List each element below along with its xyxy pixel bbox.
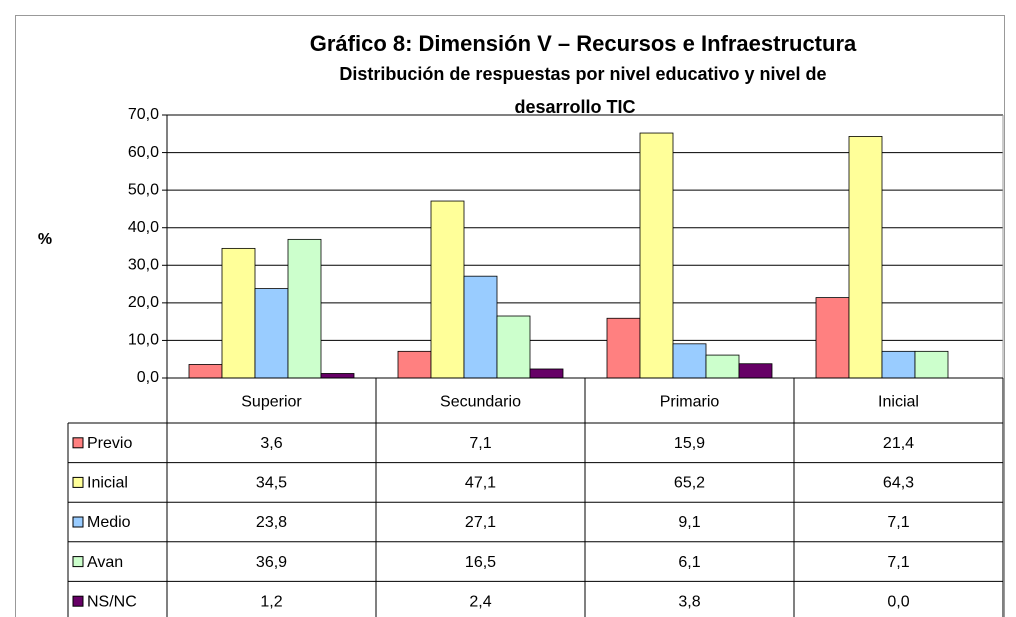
bar	[914, 350, 949, 379]
chart-subtitle: Distribución de respuestas por nivel edu…	[339, 64, 826, 84]
y-tick-label: 60,0	[128, 144, 159, 161]
y-tick-label: 0,0	[137, 369, 159, 386]
bar	[672, 343, 707, 379]
y-tick-label: 20,0	[128, 294, 159, 311]
y-tick-label: 30,0	[128, 257, 159, 274]
bar	[397, 350, 432, 379]
legend-key	[72, 437, 84, 449]
data-table-value: 0,0	[887, 593, 909, 610]
legend-key	[72, 556, 84, 568]
bar	[738, 363, 773, 379]
legend-label: NS/NC	[87, 593, 137, 610]
legend-key	[72, 595, 84, 607]
bar	[529, 368, 564, 379]
bar	[881, 350, 916, 379]
data-table-value: 2,4	[469, 593, 491, 610]
data-table-value: 6,1	[678, 554, 700, 571]
legend-label: Avan	[87, 554, 123, 571]
y-tick-label: 70,0	[128, 106, 159, 123]
bar	[320, 373, 355, 379]
data-table-value: 21,4	[883, 435, 914, 452]
chart-title: Gráfico 8: Dimensión V – Recursos e Infr…	[310, 31, 857, 56]
data-table-value: 1,2	[260, 593, 282, 610]
data-table-value: 65,2	[674, 475, 705, 492]
bar	[254, 288, 289, 379]
bar	[848, 136, 883, 379]
y-tick-label: 10,0	[128, 332, 159, 349]
x-tick-label: Inicial	[878, 394, 919, 411]
chart-frame	[15, 15, 1005, 617]
y-tick-label: 50,0	[128, 181, 159, 198]
bar	[639, 132, 674, 379]
legend-key	[72, 516, 84, 528]
bar	[188, 364, 223, 379]
chart-subtitle: desarrollo TIC	[514, 97, 635, 117]
x-tick-label: Primario	[660, 394, 720, 411]
bar	[430, 200, 465, 379]
y-axis-label: %	[38, 231, 52, 248]
data-table-value: 34,5	[256, 475, 287, 492]
bar	[815, 297, 850, 379]
data-table-value: 64,3	[883, 475, 914, 492]
bar	[221, 247, 256, 379]
y-tick-label: 40,0	[128, 219, 159, 236]
data-table-value: 9,1	[678, 514, 700, 531]
legend-key	[72, 476, 84, 488]
data-table-value: 3,6	[260, 435, 282, 452]
bar	[287, 238, 322, 379]
legend-label: Medio	[87, 514, 131, 531]
data-table-value: 3,8	[678, 593, 700, 610]
bar	[606, 317, 641, 379]
legend-label: Previo	[87, 435, 132, 452]
data-table-value: 27,1	[465, 514, 496, 531]
data-table-value: 23,8	[256, 514, 287, 531]
data-table-value: 16,5	[465, 554, 496, 571]
x-tick-label: Superior	[241, 394, 302, 411]
bar	[496, 315, 531, 379]
data-table-value: 36,9	[256, 554, 287, 571]
bar	[705, 354, 740, 379]
bar	[463, 275, 498, 379]
data-table-value: 7,1	[469, 435, 491, 452]
data-table-value: 15,9	[674, 435, 705, 452]
data-table-value: 7,1	[887, 514, 909, 531]
data-table-value: 7,1	[887, 554, 909, 571]
legend-label: Inicial	[87, 475, 128, 492]
x-tick-label: Secundario	[440, 394, 521, 411]
data-table-value: 47,1	[465, 475, 496, 492]
